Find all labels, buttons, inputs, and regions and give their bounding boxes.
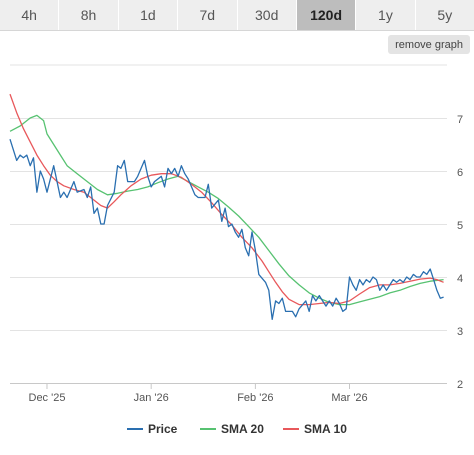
range-tab-30d[interactable]: 30d: [238, 0, 297, 30]
y-axis: 2 3 4 5 6 7: [457, 114, 463, 391]
x-axis: Dec '25 Jan '26 Feb '26 Mar '26: [29, 383, 368, 404]
range-tab-7d[interactable]: 7d: [178, 0, 238, 30]
series-line-sma-10: [9, 93, 444, 306]
remove-graph-button[interactable]: remove graph: [388, 35, 470, 54]
legend-item-price: Price: [127, 422, 178, 436]
x-tick-label: Jan '26: [134, 392, 169, 404]
range-tab-4h[interactable]: 4h: [0, 0, 60, 30]
series-line-sma-20: [9, 114, 444, 306]
y-tick-label: 3: [457, 326, 463, 338]
chart-grid: [10, 64, 447, 384]
x-tick-label: Dec '25: [29, 392, 66, 404]
range-tab-1d[interactable]: 1d: [119, 0, 179, 30]
time-range-selector: 4h 8h 1d 7d 30d 120d 1y 5y: [0, 0, 474, 31]
x-tick-label: Feb '26: [237, 392, 273, 404]
range-tab-1y[interactable]: 1y: [356, 0, 416, 30]
legend-label: SMA 20: [221, 422, 264, 436]
legend-label: Price: [148, 422, 178, 436]
legend-label: SMA 10: [304, 422, 347, 436]
y-tick-label: 4: [457, 273, 463, 285]
legend-item-sma-10: SMA 10: [283, 422, 347, 436]
series-line-price: [9, 139, 444, 321]
y-tick-label: 7: [457, 114, 463, 126]
legend-item-sma-20: SMA 20: [200, 422, 264, 436]
x-tick-label: Mar '26: [331, 392, 367, 404]
range-tab-5y[interactable]: 5y: [437, 7, 453, 23]
range-tab-8h[interactable]: 8h: [59, 0, 119, 30]
range-tab-120d[interactable]: 120d: [296, 0, 357, 30]
chart-series: [9, 93, 444, 321]
y-tick-label: 5: [457, 220, 463, 232]
y-tick-label: 2: [457, 379, 463, 391]
y-tick-label: 6: [457, 167, 463, 179]
chart-legend: Price SMA 20 SMA 10: [127, 422, 347, 436]
